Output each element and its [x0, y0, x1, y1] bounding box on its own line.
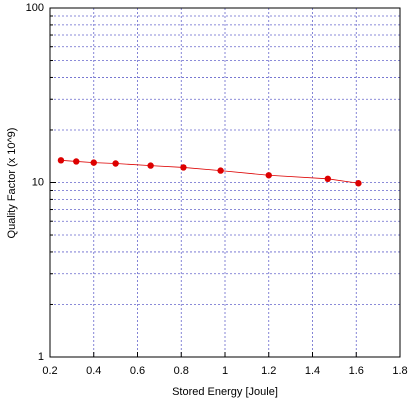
x-tick-label: 0.8 — [174, 365, 189, 377]
y-tick-label: 1 — [38, 351, 44, 363]
data-point — [355, 180, 362, 187]
x-tick-label: 1 — [222, 365, 228, 377]
data-point — [57, 157, 65, 164]
x-tick-label: 0.2 — [42, 365, 57, 377]
data-point — [180, 164, 187, 171]
x-tick-label: 1.6 — [349, 365, 364, 377]
x-tick-label: 1.4 — [305, 365, 320, 377]
data-point — [90, 159, 97, 166]
x-tick-label: 0.4 — [86, 365, 101, 377]
x-tick-label: 1.2 — [261, 365, 276, 377]
data-point — [324, 175, 332, 183]
data-point — [147, 162, 154, 169]
x-tick-label: 0.6 — [130, 365, 145, 377]
data-point — [217, 167, 224, 174]
y-axis-label: Quality Factor (x 10^9) — [6, 128, 18, 239]
data-point — [73, 158, 80, 165]
y-tick-label: 10 — [32, 176, 44, 188]
plot-frame — [49, 7, 401, 358]
data-point — [112, 160, 119, 167]
data-point — [265, 172, 272, 179]
x-axis-label: Stored Energy [Joule] — [172, 386, 278, 398]
y-tick-label: 100 — [26, 2, 44, 14]
x-tick-label: 1.8 — [392, 365, 407, 377]
series-line — [60, 159, 359, 184]
